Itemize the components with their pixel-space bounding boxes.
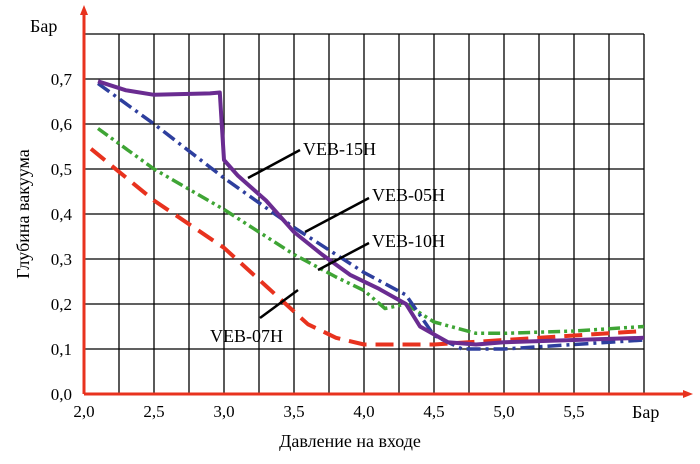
series-labels: VEB-15H VEB-05H VEB-10H VEB-07H [210, 139, 445, 346]
leader-line-veb-07h [259, 288, 299, 320]
leader-line-veb-15h [247, 148, 301, 180]
y-tick-label: 0,2 [51, 295, 72, 314]
x-tick-label: 3,0 [213, 402, 234, 421]
axes [80, 5, 693, 398]
x-axis-unit: Бар [632, 402, 659, 422]
y-tick-label: 0,0 [51, 385, 72, 404]
series-label-veb-05h: VEB-05H [372, 185, 445, 205]
y-axis-unit: Бар [30, 16, 57, 36]
x-tick-label: 5,5 [563, 402, 584, 421]
y-tick-label: 0,5 [51, 160, 72, 179]
y-tick-label: 0,7 [51, 70, 73, 89]
series-label-veb-15h: VEB-15H [303, 139, 376, 159]
series-line-veb-10h [96, 127, 645, 336]
x-tick-label: 4,0 [353, 402, 374, 421]
x-tick-label: 5,0 [493, 402, 514, 421]
y-axis-title: Глубина вакуума [13, 149, 33, 278]
series-label-veb-10h: VEB-10H [372, 231, 445, 251]
y-tick-label: 0,3 [51, 250, 72, 269]
x-tick-label: 2,0 [73, 402, 94, 421]
x-tick-label: 2,5 [143, 402, 164, 421]
y-tick-label: 0,4 [51, 205, 73, 224]
leader-line-veb-10h [317, 241, 370, 272]
y-tick-label: 0,6 [51, 115, 72, 134]
series-line-veb-07h [89, 147, 645, 347]
series-line-veb-15h [97, 79, 645, 347]
series-label-veb-07h: VEB-07H [210, 326, 283, 346]
x-tick-label: 3,5 [283, 402, 304, 421]
leader-line-veb-05h [304, 196, 370, 234]
series-lines [89, 79, 645, 351]
leader-lines [247, 148, 370, 320]
y-tick-label: 0,1 [51, 340, 72, 359]
series-line-veb-05h [96, 82, 645, 351]
tick-labels: 2,0 2,5 3,0 3,5 4,0 4,5 5,0 5,5 0,0 0,1 0,2 0,3 0,4 0… [51, 70, 585, 421]
x-tick-label: 4,5 [423, 402, 444, 421]
x-axis-title: Давление на входе [279, 431, 421, 451]
